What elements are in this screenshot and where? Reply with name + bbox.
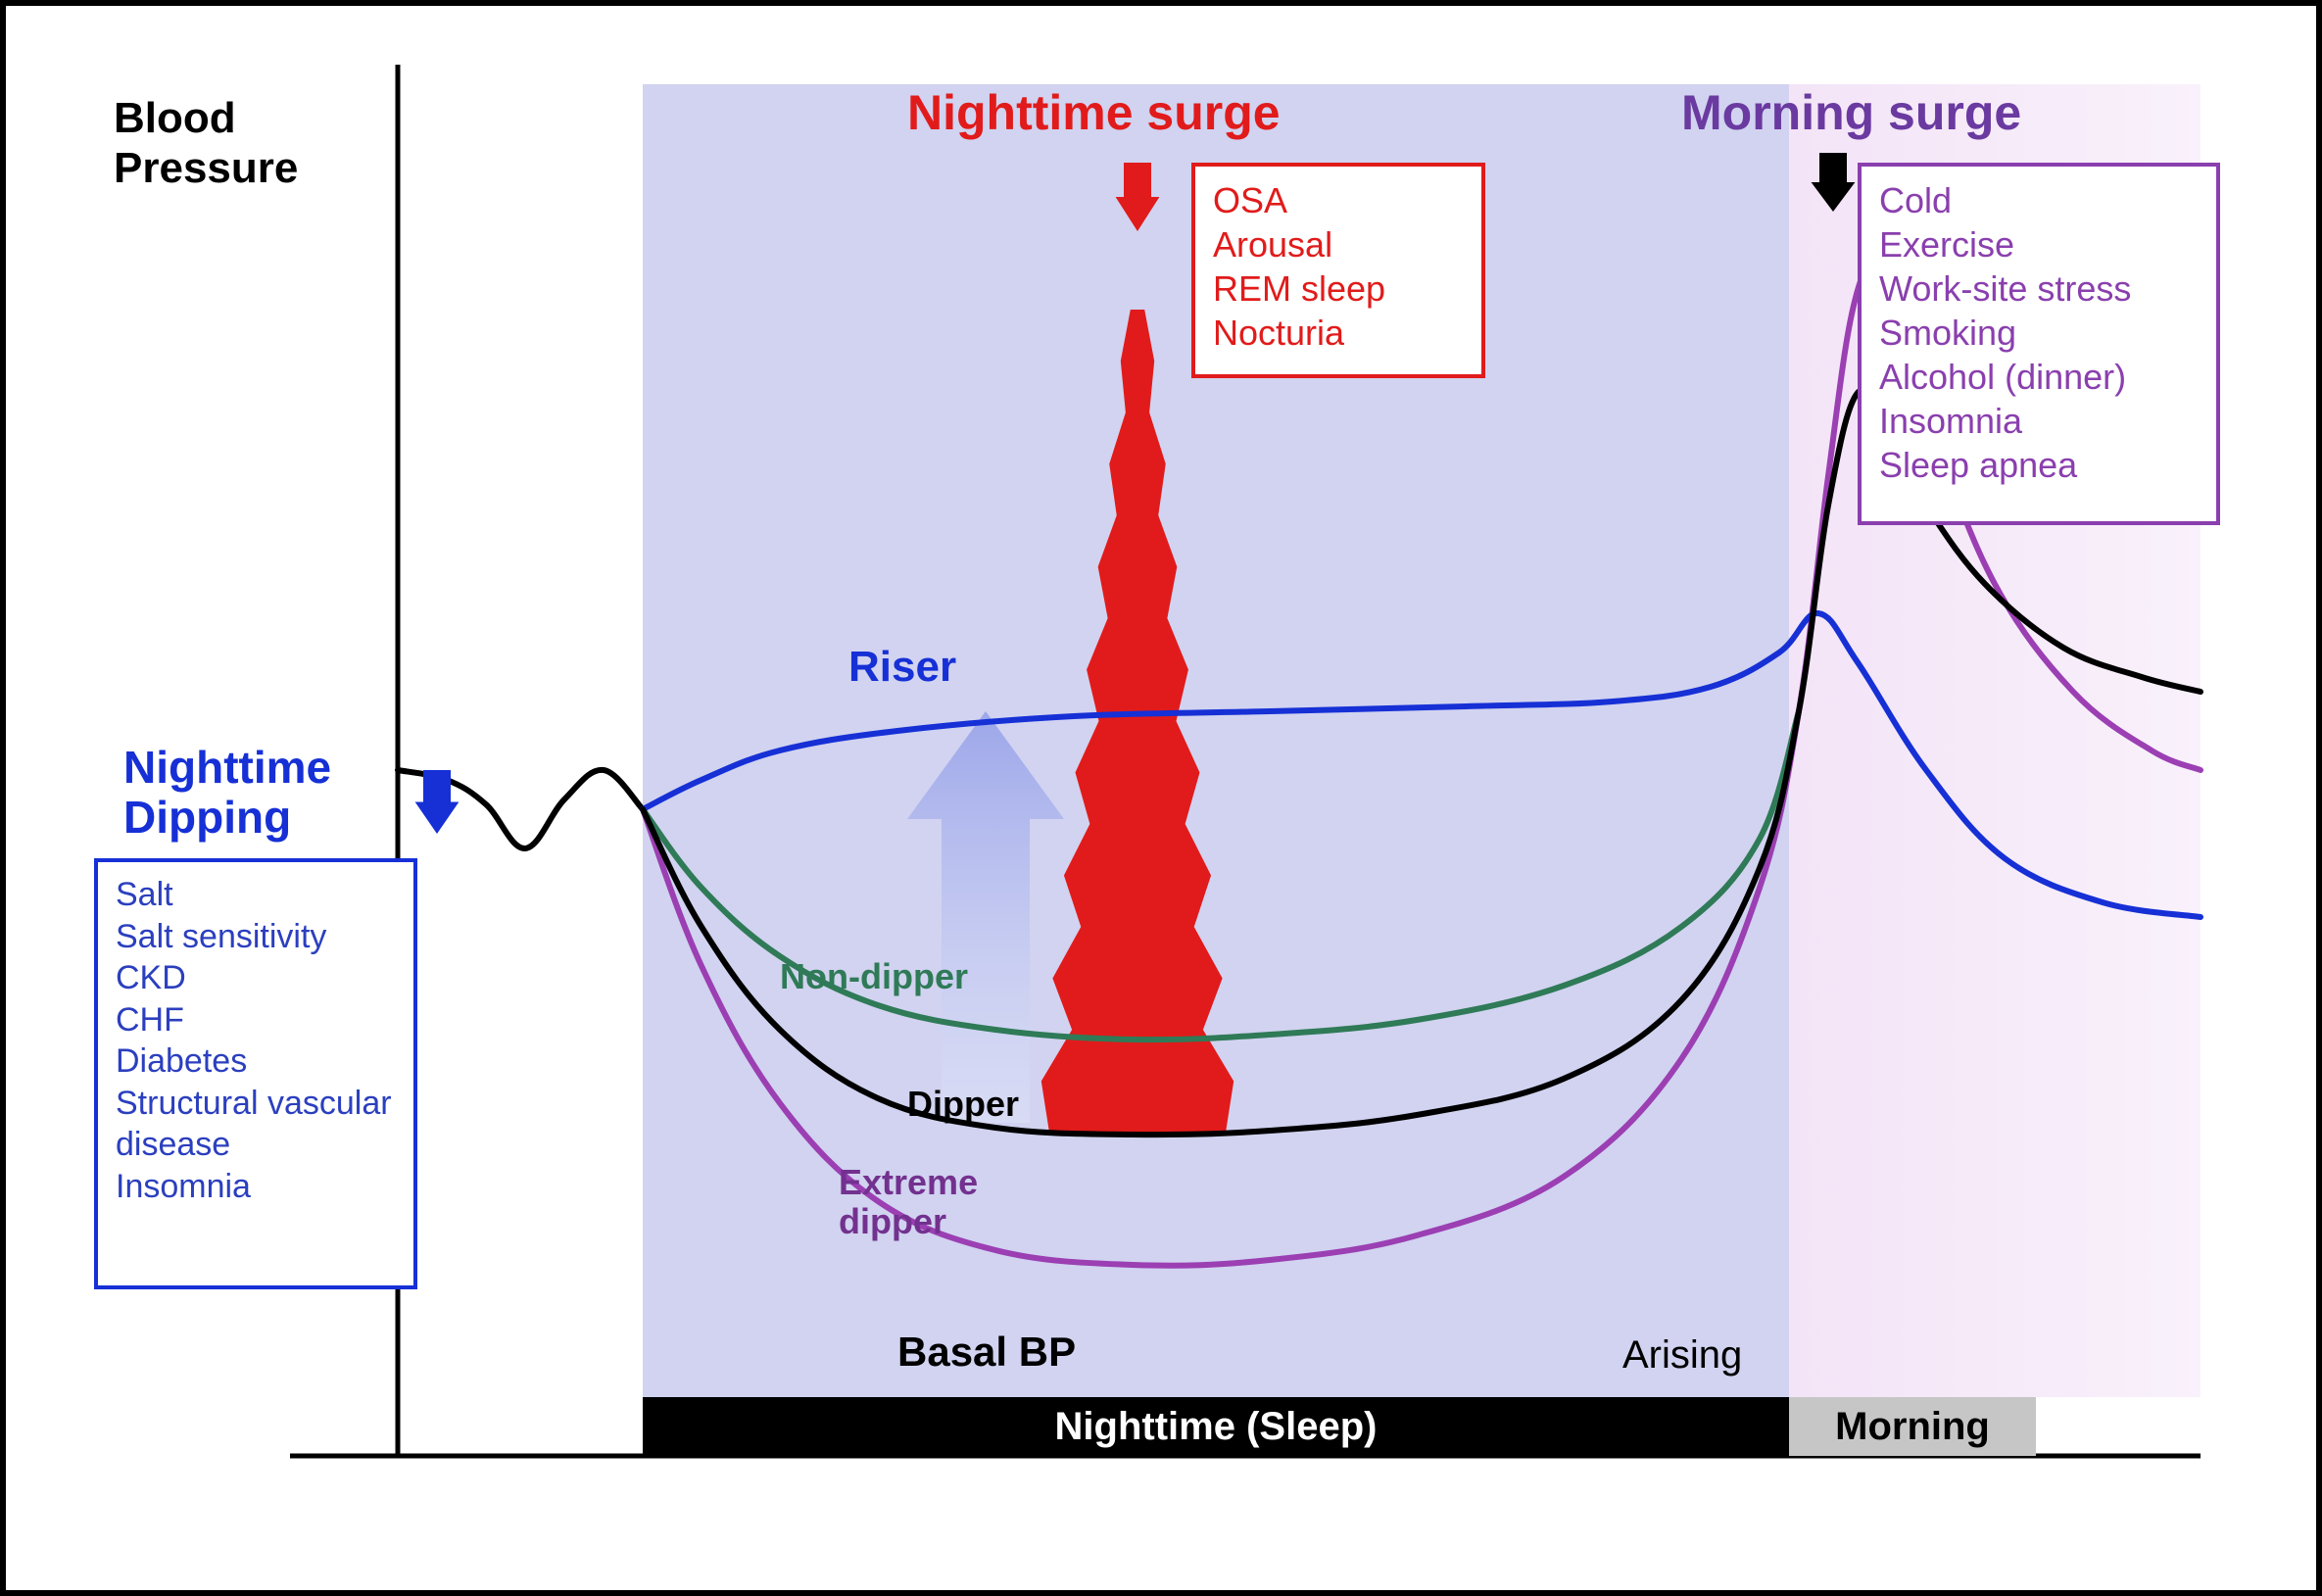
timebar-morning: Morning xyxy=(1789,1397,2036,1456)
arising-label: Arising xyxy=(1622,1333,1742,1378)
dipping-factors-box: SaltSalt sensitivityCKDCHFDiabetesStruct… xyxy=(94,858,417,1289)
morning-surge-title: Morning surge xyxy=(1681,84,2021,141)
extreme-dipper-label-line2: dipper xyxy=(839,1201,946,1242)
night-surge-factor-item: Arousal xyxy=(1213,222,1464,266)
timebar-night: Nighttime (Sleep) xyxy=(643,1397,1789,1456)
morning-surge-factor-item: Work-site stress xyxy=(1879,266,2199,311)
nighttime-dipping-title-line1: Nighttime xyxy=(123,741,331,794)
figure-frame: Nighttime (Sleep) Morning Blood Pressure… xyxy=(0,0,2322,1596)
night-surge-factor-item: Nocturia xyxy=(1213,311,1464,355)
nighttime-surge-title: Nighttime surge xyxy=(907,84,1281,141)
nighttime-dipping-title-line2: Dipping xyxy=(123,791,291,844)
morning-surge-factor-item: Exercise xyxy=(1879,222,2199,266)
morning-surge-factor-item: Alcohol (dinner) xyxy=(1879,355,2199,399)
timebar-night-label: Nighttime (Sleep) xyxy=(1055,1405,1378,1449)
dipper-label: Dipper xyxy=(907,1084,1019,1125)
dipping-factor-item: Insomnia xyxy=(116,1166,396,1208)
basal-bp-label: Basal BP xyxy=(897,1329,1076,1376)
dipping-factor-item: Diabetes xyxy=(116,1040,396,1083)
dipping-factor-item: Structural vascular xyxy=(116,1083,396,1125)
dipping-factor-item: Salt xyxy=(116,874,396,916)
dipping-factor-item: disease xyxy=(116,1124,396,1166)
y-axis-label-line1: Blood xyxy=(114,94,236,143)
timebar-morning-label: Morning xyxy=(1835,1405,1990,1449)
dipping-factor-item: CKD xyxy=(116,957,396,999)
dipping-factor-item: Salt sensitivity xyxy=(116,916,396,958)
dipping-factor-item: CHF xyxy=(116,999,396,1041)
morning-surge-factor-item: Smoking xyxy=(1879,311,2199,355)
riser-label: Riser xyxy=(848,643,956,692)
night-surge-factor-item: REM sleep xyxy=(1213,266,1464,311)
morning-surge-factor-item: Sleep apnea xyxy=(1879,443,2199,487)
non-dipper-label: Non-dipper xyxy=(780,956,968,997)
morning-surge-factor-item: Insomnia xyxy=(1879,399,2199,443)
morning-surge-factor-item: Cold xyxy=(1879,178,2199,222)
y-axis-label-line2: Pressure xyxy=(114,144,298,193)
night-surge-factor-item: OSA xyxy=(1213,178,1464,222)
morning-surge-factors-box: ColdExerciseWork-site stressSmokingAlcoh… xyxy=(1858,163,2220,525)
nighttime-surge-factors-box: OSAArousalREM sleepNocturia xyxy=(1191,163,1485,378)
plot-area: Nighttime (Sleep) Morning Blood Pressure… xyxy=(94,65,2240,1534)
extreme-dipper-label-line1: Extreme xyxy=(839,1162,978,1203)
